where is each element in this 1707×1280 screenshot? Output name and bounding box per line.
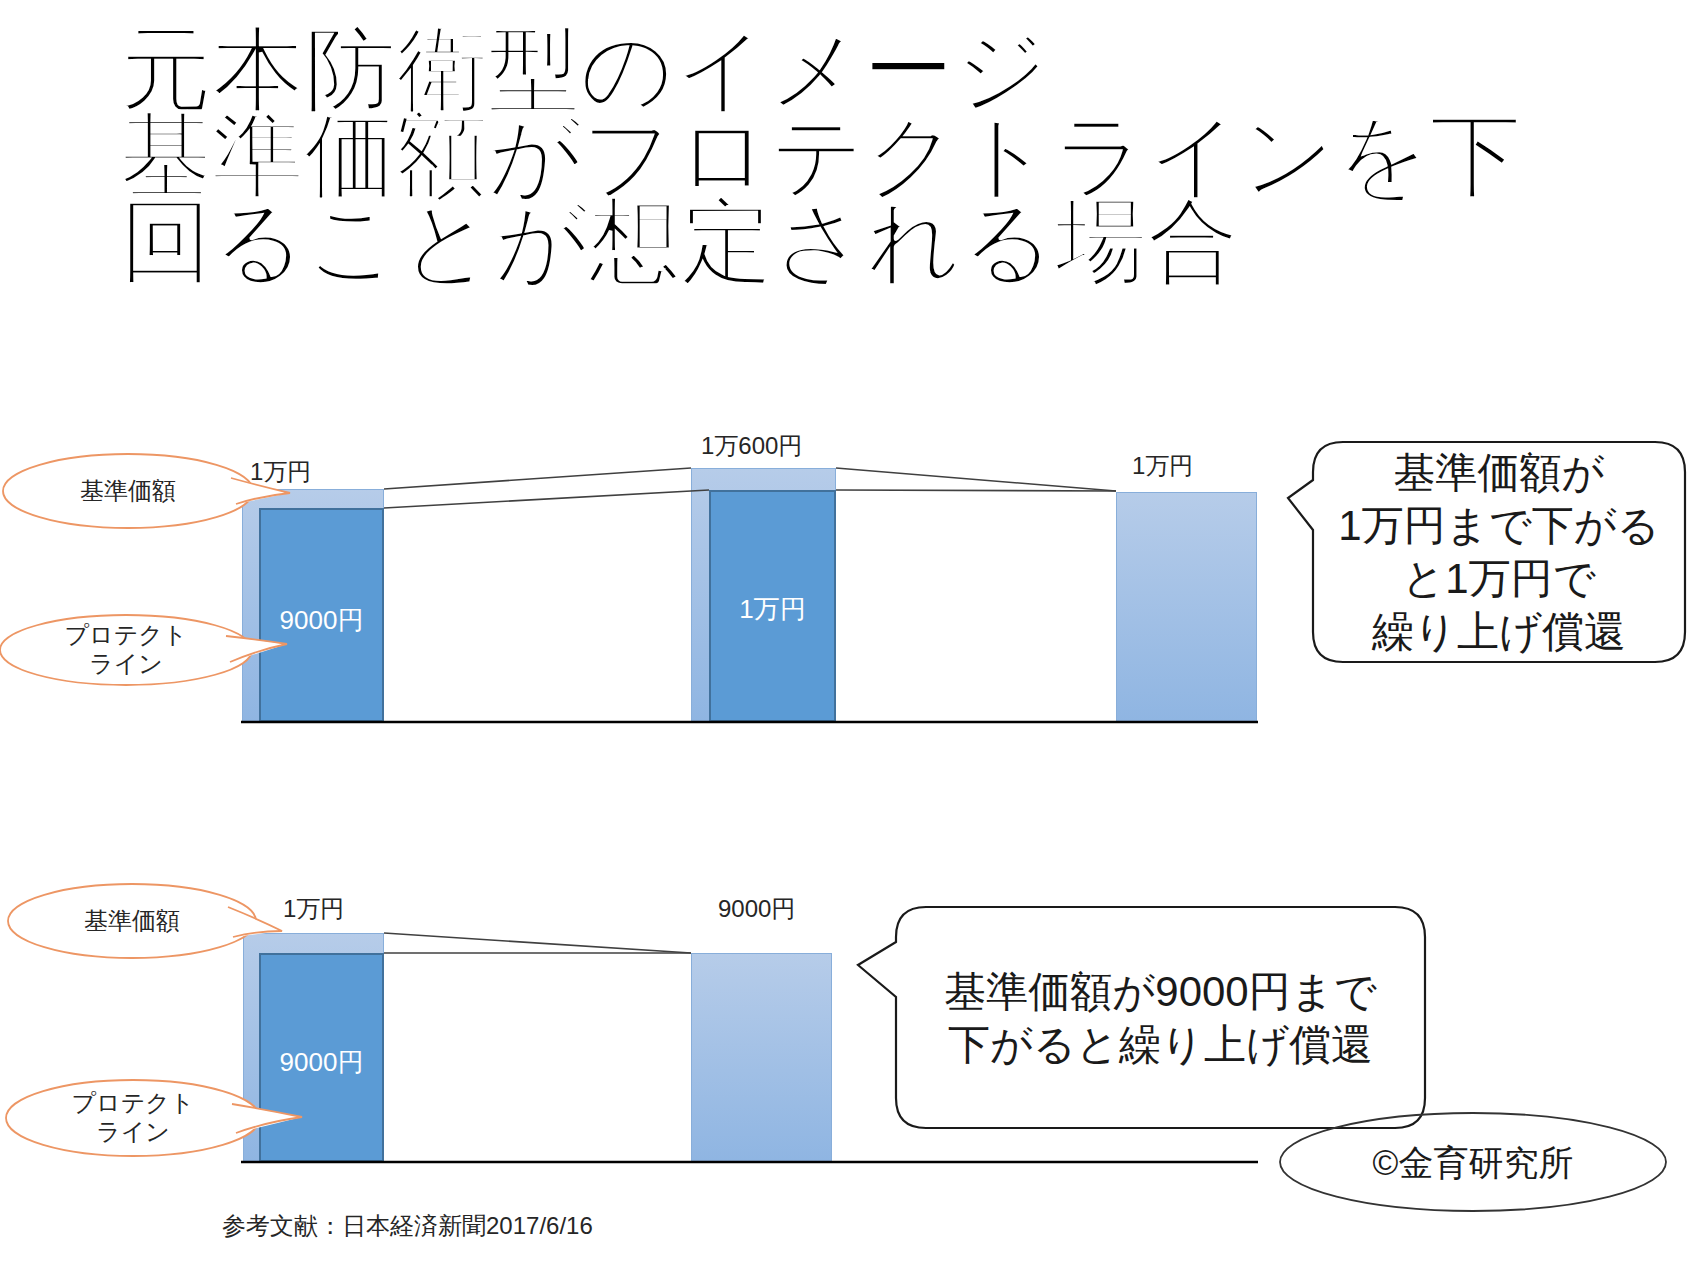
bottom-bar2: [691, 953, 832, 1162]
bottom-bubble-line1: 基準価額が9000円まで: [896, 965, 1425, 1018]
top-bubble-line3: と1万円で: [1313, 552, 1685, 605]
top-bar3: [1116, 492, 1257, 722]
bottom-connector-lines: [384, 933, 691, 953]
bottom-bar1-inner: 9000円: [259, 953, 384, 1162]
top-bubble-line1: 基準価額が: [1313, 446, 1685, 499]
bottom-protectline-line2: ライン: [33, 1117, 233, 1146]
bottom-bar1-value: 9000円: [261, 1045, 382, 1080]
top-bubble-line2: 1万円まで下がる: [1313, 499, 1685, 552]
bottom-bubble-line2: 下がると繰り上げ償還: [896, 1018, 1425, 1071]
top-bubble-text: 基準価額が 1万円まで下がる と1万円で 繰り上げ償還: [1313, 442, 1685, 662]
top-bar1-inner: 9000円: [259, 508, 384, 722]
bottom-bar1-label: 1万円: [283, 893, 344, 925]
top-bar2-inner: 1万円: [709, 490, 836, 722]
title-line-1: 元本防衛型のイメージ: [120, 26, 1522, 112]
top-bar2-value: 1万円: [711, 592, 834, 627]
slide: 元本防衛型のイメージ 基準価額がプロテクトラインを下 回ることが想定される場合 …: [0, 0, 1707, 1280]
bottom-protectline-line1: プロテクト: [33, 1088, 233, 1117]
bottom-bubble-text: 基準価額が9000円まで 下がると繰り上げ償還: [896, 907, 1425, 1128]
top-bubble-line4: 繰り上げ償還: [1313, 605, 1685, 658]
slide-title: 元本防衛型のイメージ 基準価額がプロテクトラインを下 回ることが想定される場合: [120, 26, 1522, 284]
reference-text: 参考文献：日本経済新聞2017/6/16: [222, 1210, 593, 1242]
top-bar2-label: 1万600円: [701, 430, 802, 462]
top-bar1-value: 9000円: [261, 603, 382, 638]
title-line-3: 回ることが想定される場合: [120, 198, 1522, 284]
bottom-bar2-label: 9000円: [718, 893, 795, 925]
copyright-label: ©金育研究所: [1280, 1140, 1666, 1187]
top-protectline-callout-label: プロテクト ライン: [26, 620, 226, 678]
bottom-benchmark-callout-label: 基準価額: [32, 906, 232, 935]
top-bar1-label: 1万円: [250, 456, 311, 488]
title-line-2: 基準価額がプロテクトラインを下: [120, 112, 1522, 198]
bottom-protectline-callout-label: プロテクト ライン: [33, 1088, 233, 1146]
top-benchmark-callout-label: 基準価額: [28, 476, 228, 505]
top-protectline-line2: ライン: [26, 649, 226, 678]
top-protectline-line1: プロテクト: [26, 620, 226, 649]
top-bar3-label: 1万円: [1132, 450, 1193, 482]
